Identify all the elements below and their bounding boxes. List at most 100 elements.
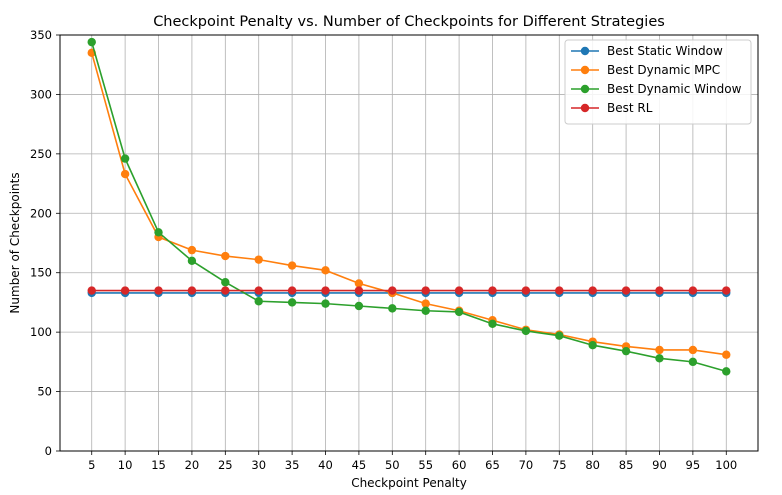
x-tick-label: 50 xyxy=(385,458,400,472)
x-tick-label: 15 xyxy=(151,458,166,472)
legend-label: Best Static Window xyxy=(607,44,723,58)
series-line xyxy=(90,41,727,373)
x-tick-label: 100 xyxy=(715,458,737,472)
legend-item: Best Static Window xyxy=(571,44,723,58)
legend: Best Static Window Best Dynamic MPC Best D… xyxy=(564,39,752,125)
data-point xyxy=(87,286,96,295)
x-tick-label: 5 xyxy=(88,458,95,472)
data-point xyxy=(120,169,130,179)
x-tick-label: 30 xyxy=(251,458,266,472)
y-tick-label: 350 xyxy=(30,28,52,42)
chart-title: Checkpoint Penalty vs. Number of Checkpo… xyxy=(153,14,665,30)
series-best-dynamic-window xyxy=(87,37,731,376)
x-tick-label: 40 xyxy=(318,458,333,472)
legend-item: Best Dynamic Window xyxy=(571,82,742,96)
data-point xyxy=(454,307,464,317)
legend-marker xyxy=(580,65,590,75)
data-point xyxy=(321,266,330,275)
y-tick-label: 50 xyxy=(37,385,52,399)
data-point xyxy=(254,255,263,264)
x-tick-label: 75 xyxy=(552,458,567,472)
x-tick-label: 80 xyxy=(585,458,600,472)
x-tick-label: 25 xyxy=(218,458,233,472)
legend-marker xyxy=(580,103,590,113)
legend-marker xyxy=(580,84,590,94)
series-line xyxy=(90,52,727,356)
y-tick-label: 200 xyxy=(30,206,52,220)
data-point xyxy=(254,297,263,306)
y-tick-label: 250 xyxy=(30,147,52,161)
grid-layer xyxy=(60,34,758,452)
y-tick-label: 0 xyxy=(45,444,52,458)
data-point xyxy=(421,299,430,308)
data-point xyxy=(688,357,698,367)
data-point xyxy=(722,286,731,295)
data-point xyxy=(287,261,297,270)
data-point xyxy=(321,299,330,308)
series-layer xyxy=(87,37,731,376)
legend-label: Best RL xyxy=(607,101,653,115)
x-tick-label: 70 xyxy=(519,458,534,472)
data-point xyxy=(454,286,464,295)
data-point xyxy=(722,350,731,359)
legend-frame xyxy=(564,39,752,125)
y-tick-label: 150 xyxy=(30,266,52,280)
data-point xyxy=(154,228,163,237)
x-axis: 5 10 15 20 25 30 35 40 45 50 55 60 65 70 75 80 85 90 95 100 xyxy=(88,451,737,472)
data-point xyxy=(488,319,497,329)
x-tick-label: 85 xyxy=(619,458,634,472)
x-tick-label: 20 xyxy=(185,458,200,472)
data-point xyxy=(588,341,597,350)
data-point xyxy=(722,367,731,376)
x-tick-label: 45 xyxy=(352,458,367,472)
data-point xyxy=(154,286,163,295)
data-point xyxy=(354,286,364,295)
data-point xyxy=(655,345,664,355)
data-point xyxy=(354,301,364,311)
data-point xyxy=(655,354,664,363)
data-point xyxy=(187,245,197,255)
series-best-rl xyxy=(87,286,731,295)
data-point xyxy=(87,37,96,47)
data-point xyxy=(555,286,564,295)
data-point xyxy=(588,286,597,295)
data-point xyxy=(287,298,297,307)
data-point xyxy=(221,286,230,295)
data-point xyxy=(388,304,397,313)
data-point xyxy=(488,286,497,295)
data-point xyxy=(221,251,230,261)
plot-frame xyxy=(59,34,759,452)
y-axis: 0 50 100 150 200 250 300 350 xyxy=(30,28,60,458)
y-tick-label: 300 xyxy=(30,87,52,101)
data-point xyxy=(688,286,698,295)
data-point xyxy=(354,279,364,288)
data-point xyxy=(621,346,631,356)
x-tick-label: 10 xyxy=(118,458,133,472)
x-tick-label: 55 xyxy=(418,458,433,472)
data-point xyxy=(521,326,531,336)
legend-marker xyxy=(580,46,590,56)
x-tick-label: 65 xyxy=(485,458,500,472)
x-tick-label: 95 xyxy=(686,458,701,472)
x-tick-label: 90 xyxy=(652,458,667,472)
data-point xyxy=(287,286,297,295)
data-point xyxy=(621,286,631,295)
data-point xyxy=(254,286,263,295)
y-axis-label: Number of Checkpoints xyxy=(8,172,22,313)
x-axis-label: Checkpoint Penalty xyxy=(351,476,467,490)
legend-item: Best Dynamic MPC xyxy=(571,63,720,77)
data-point xyxy=(187,256,197,266)
data-point xyxy=(521,286,531,295)
data-point xyxy=(120,286,130,295)
data-point xyxy=(688,345,698,355)
x-tick-label: 60 xyxy=(452,458,467,472)
data-point xyxy=(187,286,197,295)
legend-item: Best RL xyxy=(571,101,653,115)
x-tick-label: 35 xyxy=(285,458,300,472)
legend-label: Best Dynamic Window xyxy=(607,82,742,96)
data-point xyxy=(120,154,130,163)
legend-label: Best Dynamic MPC xyxy=(607,63,720,77)
data-point xyxy=(388,286,397,295)
